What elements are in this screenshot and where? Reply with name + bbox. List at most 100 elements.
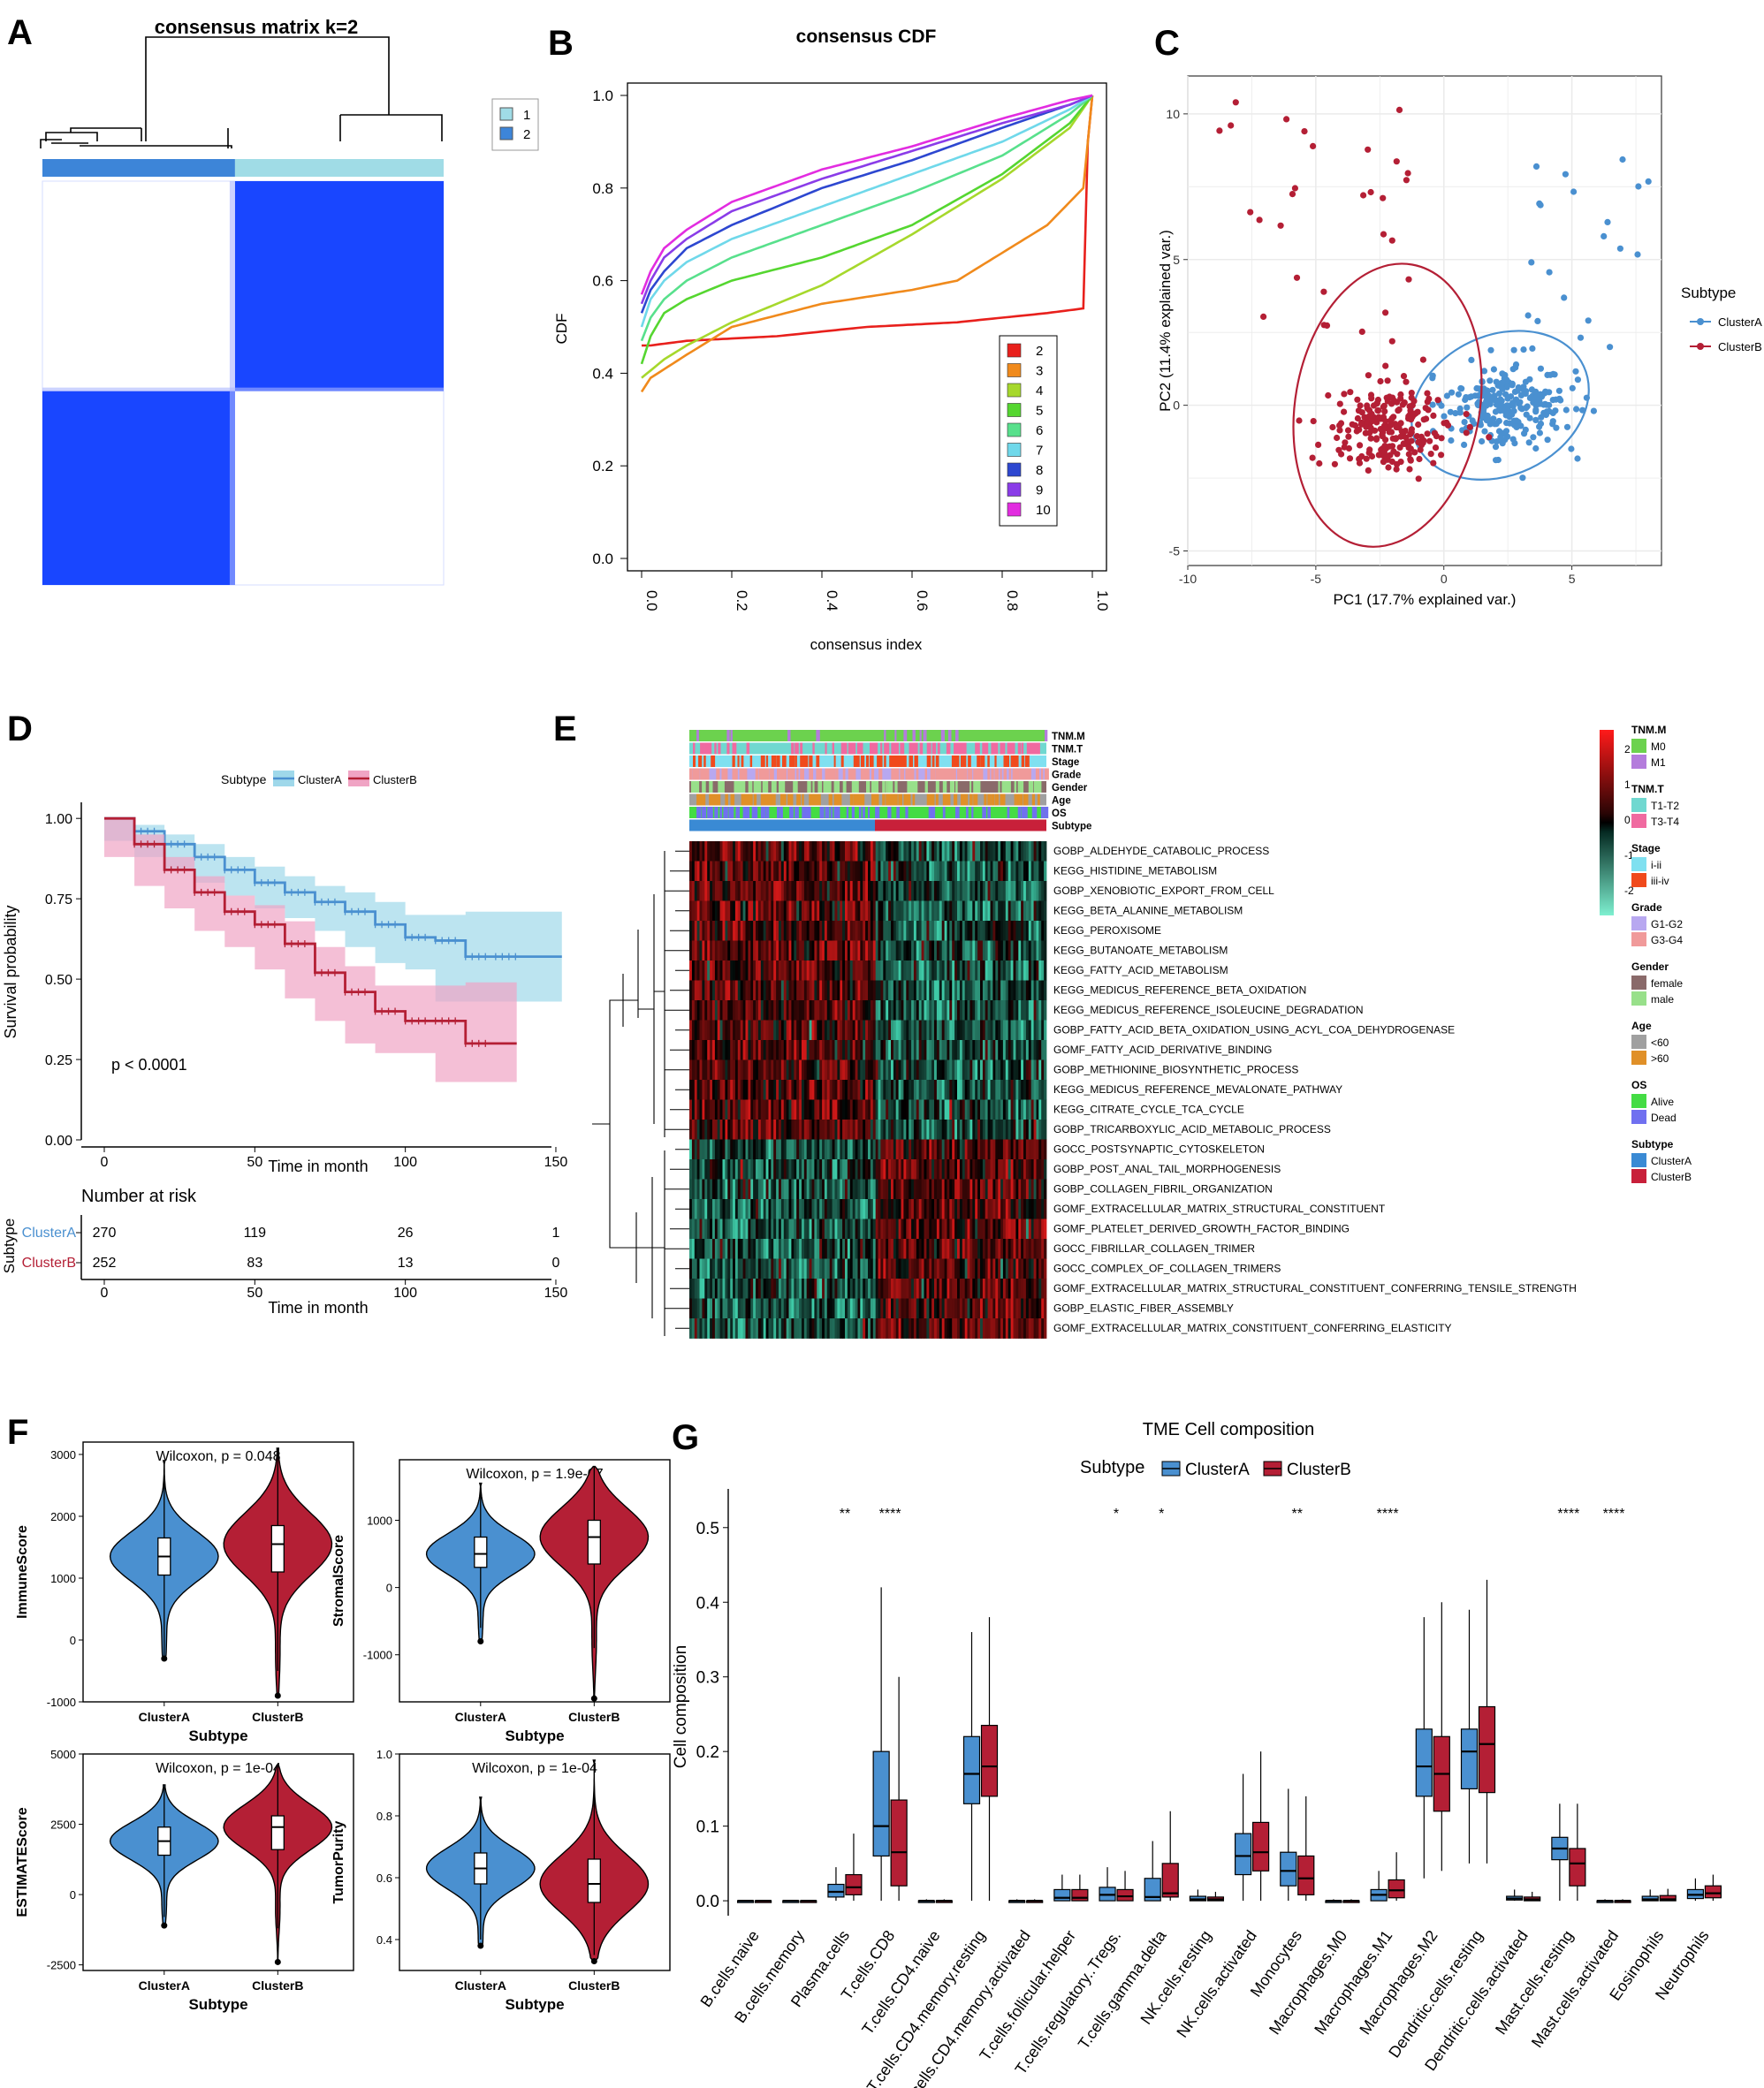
heatmap-row-label: GOMF_FATTY_ACID_DERIVATIVE_BINDING xyxy=(1053,1044,1272,1056)
heatmap-cell xyxy=(860,1120,863,1140)
heatmap-cell xyxy=(924,940,927,961)
annotation-cell xyxy=(777,807,780,818)
heatmap-cell xyxy=(924,921,927,941)
heatmap-cell xyxy=(824,841,828,862)
heatmap-cell xyxy=(888,1258,892,1279)
heatmap-cell xyxy=(702,921,705,941)
heatmap-cell xyxy=(987,841,991,862)
heatmap-cell xyxy=(959,1279,963,1299)
heatmap-cell xyxy=(962,1139,966,1160)
heatmap-cell xyxy=(699,1318,703,1339)
heatmap-cell xyxy=(822,1120,825,1140)
heatmap-cell xyxy=(750,1318,754,1339)
heatmap-cell xyxy=(901,900,904,922)
heatmap-cell xyxy=(886,1318,889,1339)
heatmap-cell xyxy=(832,1298,835,1319)
heatmap-cell xyxy=(967,1318,970,1339)
heatmap-cell xyxy=(918,1000,922,1021)
heatmap-cell xyxy=(750,1239,754,1259)
heatmap-cell xyxy=(860,1059,863,1081)
annotation-cell xyxy=(923,730,927,741)
annotation-cell xyxy=(735,768,738,780)
heatmap-row-label: KEGG_BUTANOATE_METABOLISM xyxy=(1053,945,1228,957)
annotation-cell xyxy=(1045,807,1049,818)
heatmap-cell xyxy=(796,940,800,961)
scatter-point xyxy=(1401,440,1408,447)
heatmap-cell xyxy=(1036,940,1039,961)
heatmap-cell xyxy=(865,1318,869,1339)
heatmap-cell xyxy=(987,980,991,1001)
heatmap-cell xyxy=(803,940,808,961)
heatmap-cell xyxy=(702,1040,705,1060)
heatmap-cell xyxy=(962,1199,966,1219)
y-tick-label: -2500 xyxy=(47,1959,76,1972)
heatmap-cell xyxy=(802,861,805,882)
annotation-cell xyxy=(1045,730,1048,741)
heatmap-cell xyxy=(992,1298,996,1319)
panel-b-title: consensus CDF xyxy=(796,27,937,47)
heatmap-cell xyxy=(779,1059,782,1081)
scatter-point xyxy=(1293,274,1301,281)
scatter-point xyxy=(1493,457,1500,464)
heatmap-cell xyxy=(1038,881,1042,901)
annotation-cell xyxy=(726,730,730,741)
heatmap-cell xyxy=(1005,960,1009,981)
heatmap-cell xyxy=(977,1099,981,1120)
heatmap-cell xyxy=(870,1298,874,1319)
heatmap-cell xyxy=(977,1040,981,1060)
heatmap-cell xyxy=(717,841,720,862)
heatmap-cell xyxy=(1033,980,1037,1001)
heatmap-cell xyxy=(845,1298,848,1319)
heatmap-cell xyxy=(783,1020,787,1041)
scatter-point xyxy=(1403,177,1410,184)
heatmap-cell xyxy=(824,1120,828,1140)
heatmap-cell xyxy=(855,900,858,922)
heatmap-cell xyxy=(710,1080,713,1100)
heatmap-cell xyxy=(1028,1120,1032,1140)
heatmap-cell xyxy=(878,1020,881,1041)
heatmap-cell xyxy=(719,1120,723,1140)
heatmap-cell xyxy=(737,1120,741,1140)
heatmap-cell xyxy=(691,940,696,961)
heatmap-cell xyxy=(849,1139,854,1160)
heatmap-cell xyxy=(901,921,904,941)
heatmap-cell xyxy=(998,1059,1001,1081)
heatmap-cell xyxy=(712,1000,716,1021)
heatmap-cell xyxy=(704,1298,708,1319)
scatter-point xyxy=(1540,409,1547,416)
heatmap-cell xyxy=(826,980,831,1001)
heatmap-cell xyxy=(872,1059,877,1081)
scatter-point xyxy=(1420,416,1427,423)
heatmap-cell xyxy=(860,1219,863,1240)
heatmap-cell xyxy=(748,1080,751,1100)
heatmap-cell xyxy=(875,1219,878,1240)
heatmap-cell xyxy=(969,1099,973,1120)
heatmap-cell xyxy=(702,1258,705,1279)
heatmap-cell xyxy=(714,921,719,941)
heatmap-cell xyxy=(1015,1179,1019,1200)
annotation-cell xyxy=(809,781,811,793)
heatmap-cell xyxy=(773,1139,777,1160)
annotation-cell xyxy=(796,742,799,755)
heatmap-cell xyxy=(911,1318,915,1339)
heatmap-cell xyxy=(931,1059,935,1081)
heatmap-cell xyxy=(689,960,693,981)
heatmap-cell xyxy=(1002,1080,1007,1100)
heatmap-cell xyxy=(939,841,943,862)
heatmap-cell xyxy=(880,1099,884,1120)
heatmap-cell xyxy=(702,1318,705,1339)
heatmap-cell xyxy=(1023,1099,1027,1120)
annotation-cell xyxy=(998,781,1000,793)
heatmap-cell xyxy=(1028,1020,1032,1041)
heatmap-cell xyxy=(803,1120,808,1140)
heatmap-cell xyxy=(967,921,970,941)
heatmap-cell xyxy=(913,1258,917,1279)
panel-d: Subtype ClusterA ClusterB0.000.250.500.751… xyxy=(1,771,567,1317)
heatmap-cell xyxy=(982,1139,986,1160)
legend-label: 3 xyxy=(1036,364,1043,379)
heatmap-cell xyxy=(740,1199,743,1219)
heatmap-cell xyxy=(1018,1318,1022,1339)
heatmap-cell xyxy=(1038,1020,1042,1041)
heatmap-cell xyxy=(803,921,808,941)
heatmap-cell xyxy=(750,921,754,941)
